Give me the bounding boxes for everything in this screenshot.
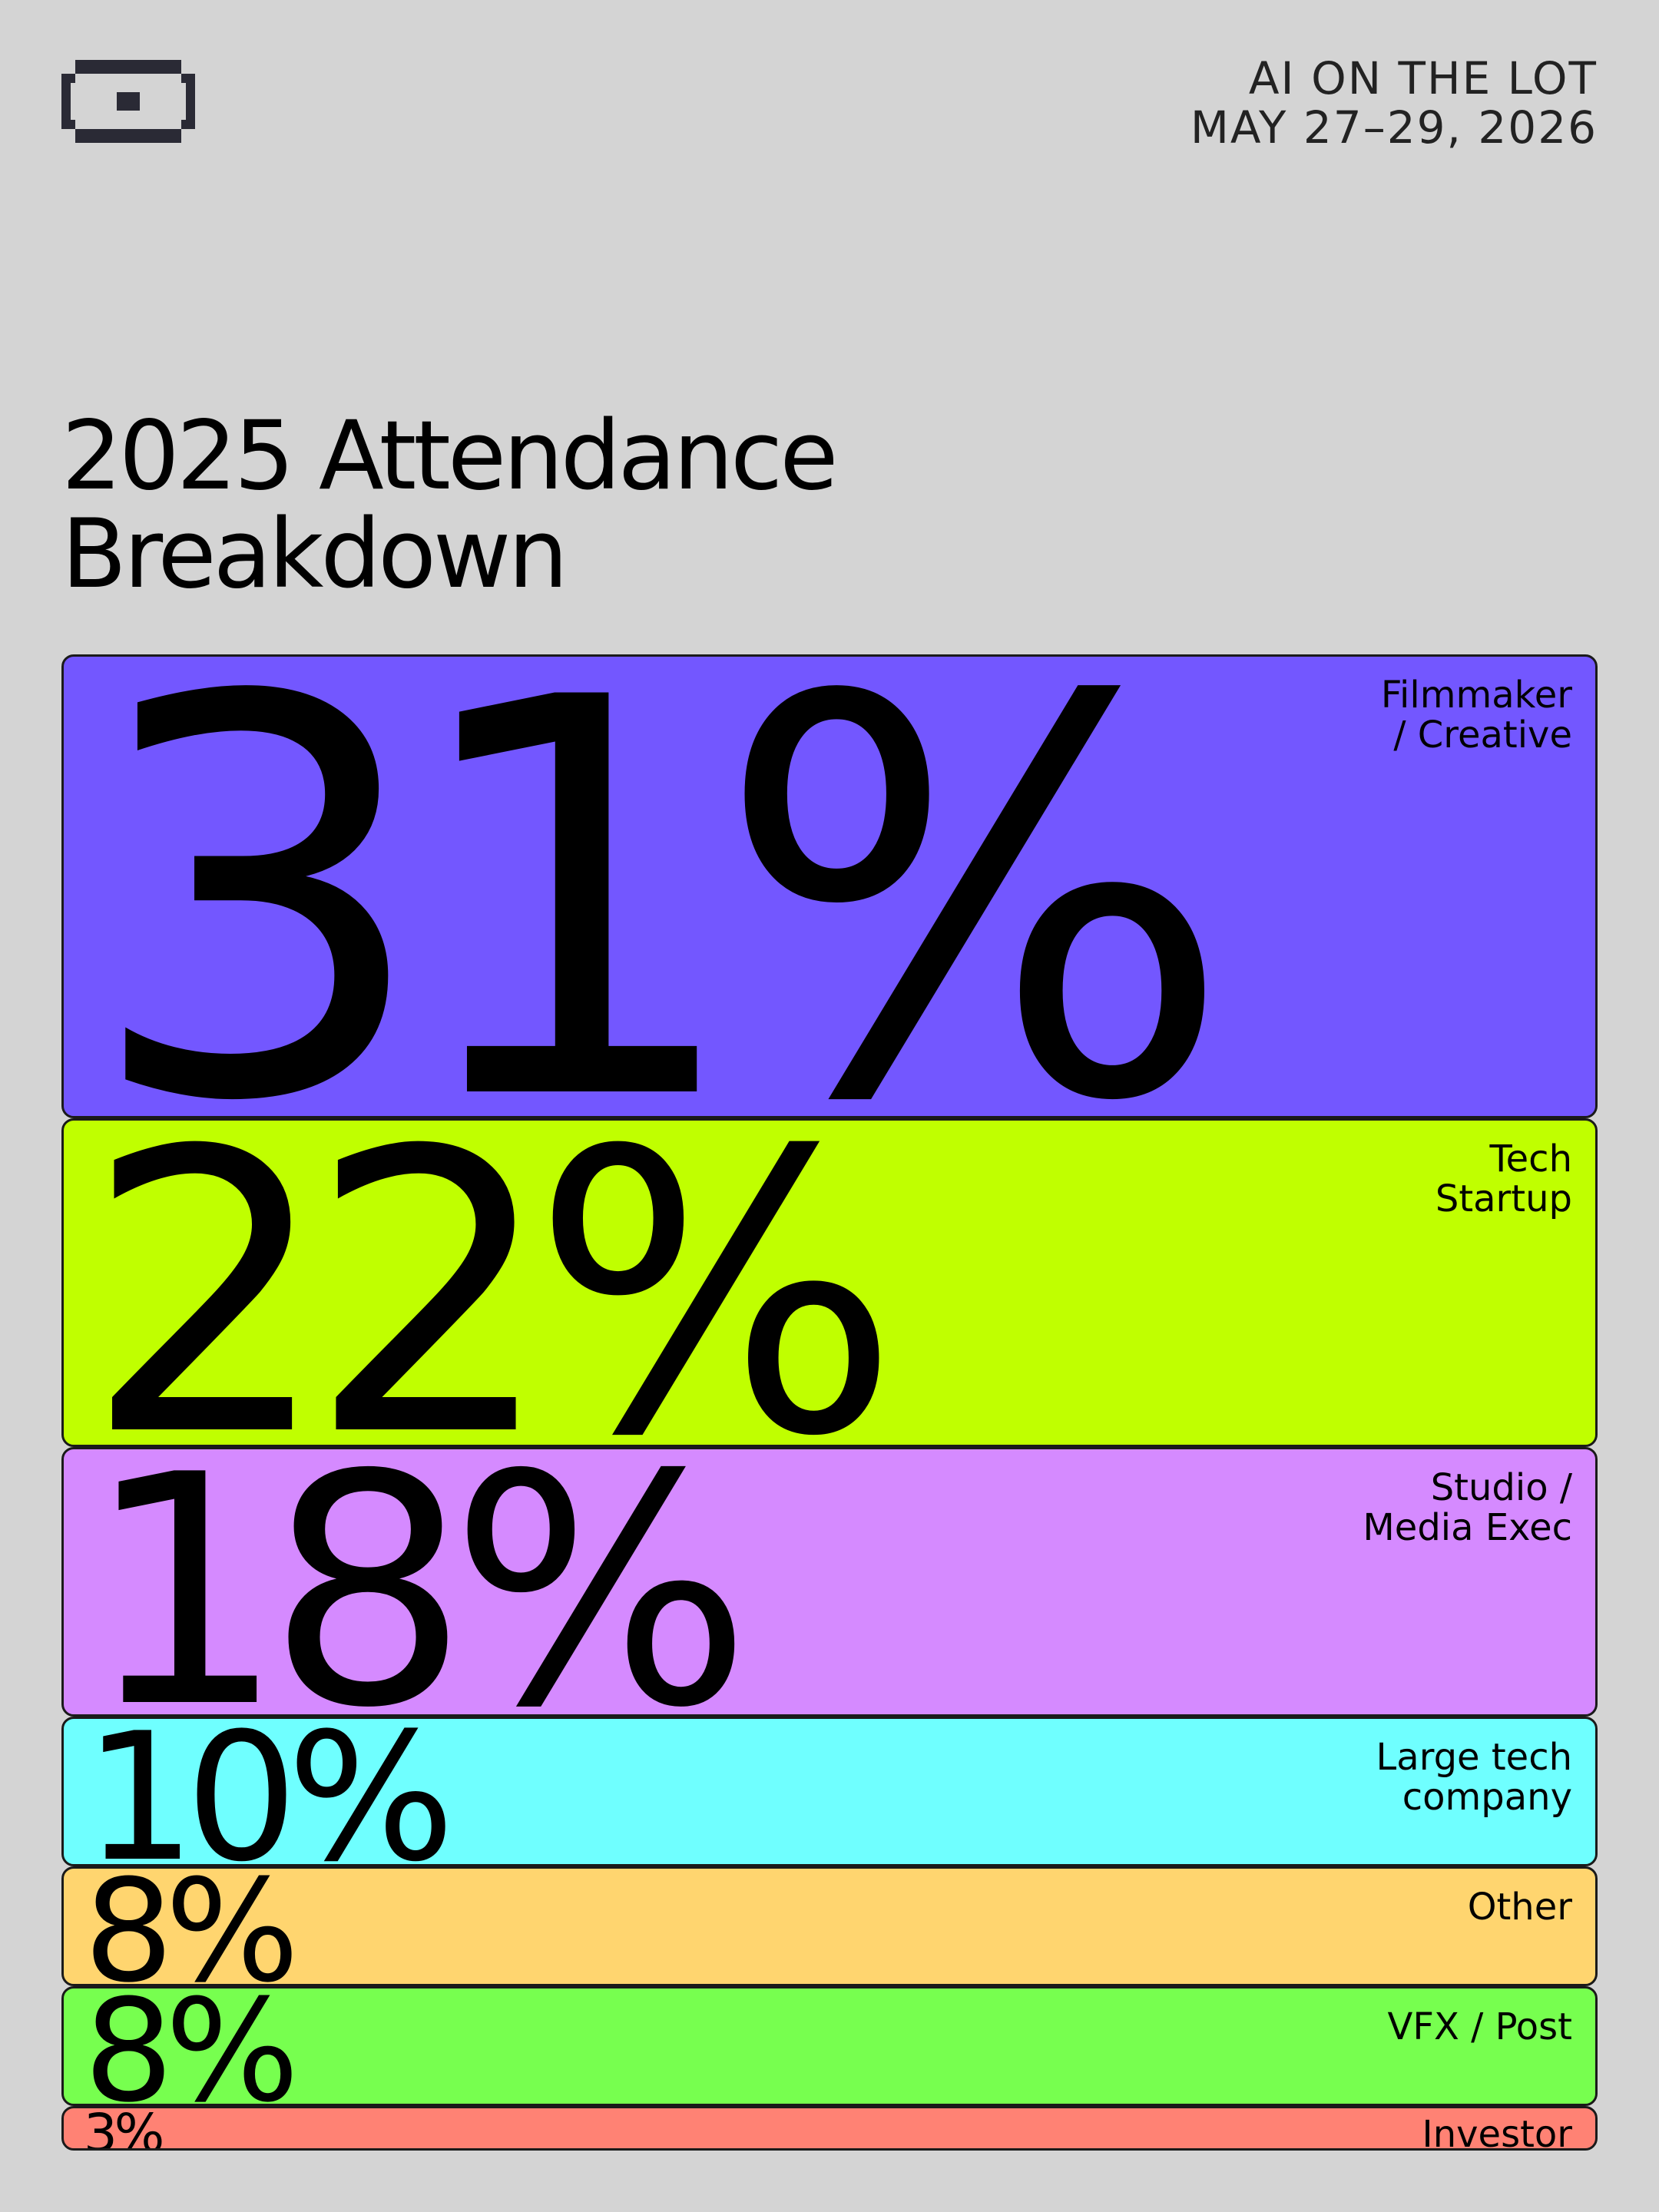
bar: 8% Other: [61, 1866, 1598, 1986]
bar: 3% Investor: [61, 2105, 1598, 2151]
category-label: Large tech company: [1376, 1736, 1572, 1820]
event-dates: MAY 27–29, 2026: [1190, 101, 1598, 154]
header: AI ON THE LOT MAY 27–29, 2026: [1190, 54, 1598, 152]
category-label: Tech Startup: [1435, 1137, 1572, 1220]
category-label: Filmmaker / Creative: [1380, 674, 1572, 757]
value-label: 31%: [84, 654, 1234, 1118]
bar: 31% Filmmaker / Creative: [61, 654, 1598, 1118]
value-label: 8%: [84, 1985, 300, 2106]
value-label: 18%: [84, 1447, 752, 1717]
bar: 22% Tech Startup: [61, 1118, 1598, 1448]
logo: [61, 60, 195, 143]
chart-title: 2025 Attendance Breakdown: [61, 401, 839, 610]
bar: 10% Large tech company: [61, 1717, 1598, 1866]
value-label: 10%: [84, 1717, 455, 1866]
value-label: 8%: [84, 1866, 300, 1986]
bar: 18% Studio / Media Exec: [61, 1447, 1598, 1717]
event-name: AI ON THE LOT: [1248, 52, 1598, 104]
bar: 8% VFX / Post: [61, 1985, 1598, 2106]
value-label: 22%: [84, 1118, 900, 1448]
value-label: 3%: [84, 2105, 164, 2151]
category-label: Other: [1467, 1885, 1572, 1929]
category-label: Investor: [1422, 2112, 1572, 2151]
category-label: VFX / Post: [1387, 2005, 1572, 2048]
category-label: Studio / Media Exec: [1363, 1466, 1572, 1550]
